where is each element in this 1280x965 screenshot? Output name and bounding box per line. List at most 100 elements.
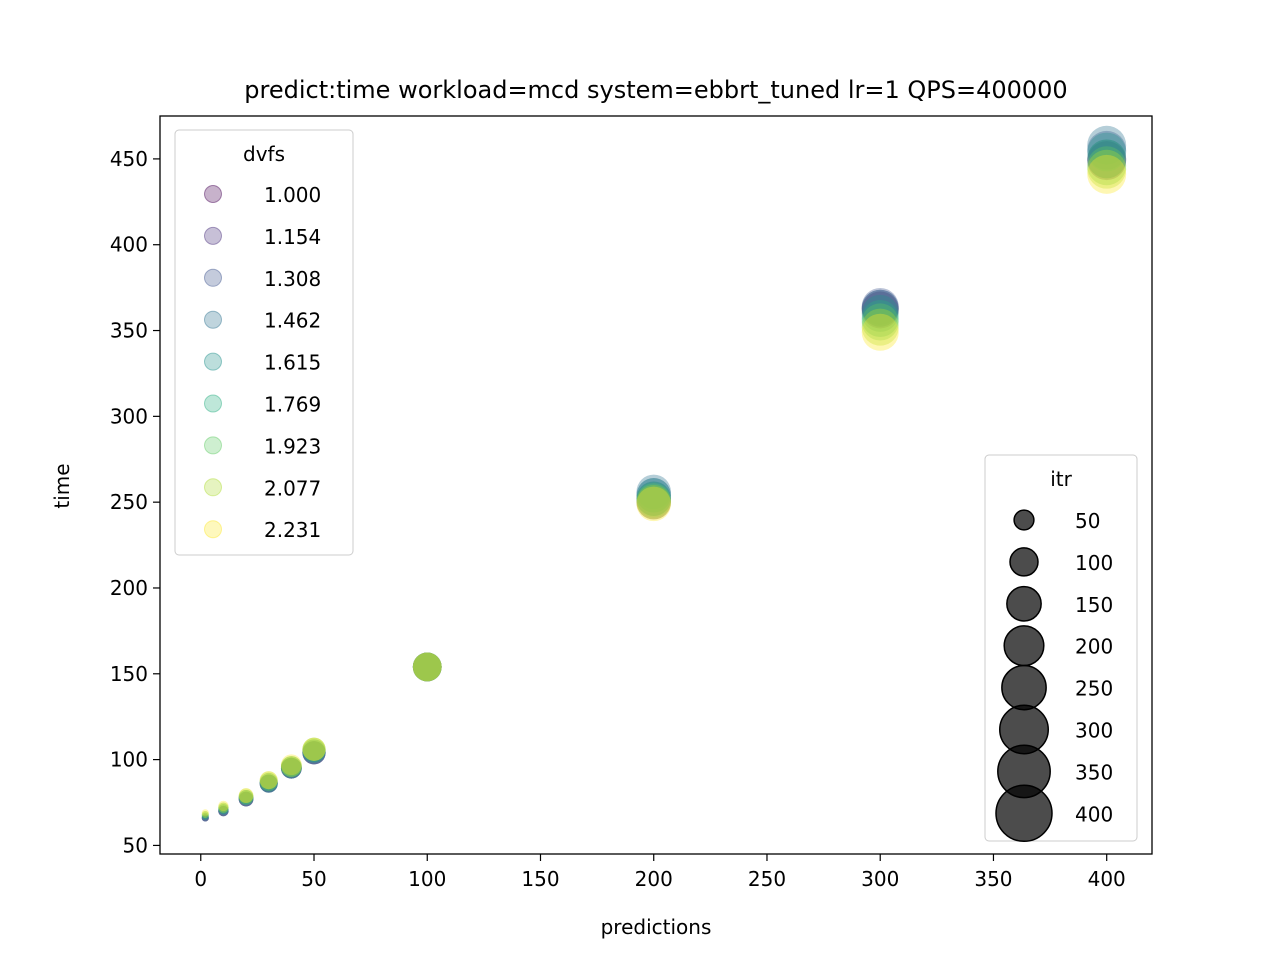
x-tick-label: 100 xyxy=(408,867,446,891)
y-tick-label: 450 xyxy=(110,147,148,171)
data-point xyxy=(238,790,254,805)
itr-legend-label: 350 xyxy=(1075,760,1113,784)
data-point xyxy=(280,756,302,777)
itr-legend-marker xyxy=(1001,664,1047,711)
x-tick-label: 200 xyxy=(635,867,673,891)
data-point xyxy=(259,772,278,791)
x-tick-label: 0 xyxy=(194,867,207,891)
data-point xyxy=(861,303,899,341)
itr-legend-marker xyxy=(1006,585,1042,622)
chart-title: predict:time workload=mcd system=ebbrt_t… xyxy=(244,76,1067,104)
data-point xyxy=(302,737,326,761)
data-point xyxy=(636,484,671,520)
data-point xyxy=(412,652,442,682)
itr-legend-title: itr xyxy=(1050,467,1072,491)
itr-legend-label: 400 xyxy=(1075,802,1113,826)
data-point xyxy=(280,757,302,779)
data-point xyxy=(636,478,671,513)
dvfs-legend-entries: 1.000 1.154 1.308 1.462 1.615 1.769 1.923 2.077… xyxy=(204,183,321,542)
data-point xyxy=(201,814,209,822)
itr-legend-label: 250 xyxy=(1075,677,1113,701)
itr-legend-marker xyxy=(1013,509,1035,531)
data-point xyxy=(280,757,302,779)
data-point xyxy=(302,739,326,763)
dvfs-legend-label: 2.077 xyxy=(264,476,321,500)
data-point xyxy=(238,790,254,805)
dvfs-legend-marker xyxy=(204,226,222,245)
data-point xyxy=(412,652,442,682)
y-tick-label: 200 xyxy=(110,576,148,600)
data-point xyxy=(201,810,209,819)
data-point xyxy=(861,289,899,327)
data-point xyxy=(412,652,442,682)
dvfs-legend-label: 2.231 xyxy=(264,518,321,542)
data-point xyxy=(280,757,302,779)
data-point xyxy=(412,652,442,682)
x-tick-label: 350 xyxy=(974,867,1012,891)
data-point xyxy=(302,737,326,761)
data-point xyxy=(238,791,254,807)
y-tick-label: 250 xyxy=(110,490,148,514)
data-point xyxy=(259,771,278,790)
data-point xyxy=(1087,130,1127,170)
data-point xyxy=(861,313,899,351)
data-point xyxy=(861,300,899,338)
dvfs-legend-label: 1.154 xyxy=(264,225,321,249)
data-point xyxy=(238,791,254,807)
data-point xyxy=(218,804,229,815)
data-point xyxy=(238,791,254,807)
itr-legend-label: 50 xyxy=(1075,509,1100,533)
data-point xyxy=(302,741,326,765)
plot-frame xyxy=(159,115,1153,855)
data-point xyxy=(218,805,229,817)
data-point xyxy=(218,802,229,813)
data-point xyxy=(280,754,302,776)
data-point xyxy=(302,741,326,765)
itr-legend-marker xyxy=(1009,547,1039,577)
data-point xyxy=(201,812,209,820)
data-point xyxy=(861,291,899,329)
x-tick-label: 400 xyxy=(1088,867,1126,891)
data-point xyxy=(636,481,671,516)
data-point xyxy=(218,805,229,817)
data-point xyxy=(218,802,229,813)
y-tick-label: 350 xyxy=(110,319,148,343)
y-axis-ticks: 50 100 150 200 250 300 350 400 450 xyxy=(110,147,160,857)
data-point xyxy=(412,652,442,682)
data-point xyxy=(280,756,302,777)
data-point xyxy=(412,652,442,682)
y-tick-label: 50 xyxy=(123,833,148,857)
data-point xyxy=(201,812,209,820)
itr-legend-label: 100 xyxy=(1075,551,1113,575)
data-point xyxy=(259,774,278,793)
dvfs-legend-label: 1.000 xyxy=(264,183,321,207)
dvfs-legend-marker xyxy=(204,310,222,329)
data-point xyxy=(1087,141,1127,181)
data-point xyxy=(302,741,326,765)
y-tick-label: 300 xyxy=(110,404,148,428)
data-point xyxy=(218,805,229,817)
data-point xyxy=(1087,154,1127,194)
x-tick-label: 150 xyxy=(521,867,559,891)
data-point xyxy=(861,287,899,326)
data-point xyxy=(201,814,209,822)
data-point xyxy=(238,791,254,807)
y-tick-label: 100 xyxy=(110,748,148,772)
data-point xyxy=(1087,146,1127,186)
data-point xyxy=(1087,149,1127,189)
data-point xyxy=(259,774,278,793)
data-point xyxy=(861,289,899,327)
data-point xyxy=(280,757,302,779)
data-point xyxy=(201,810,209,819)
data-point xyxy=(636,474,671,510)
itr-legend-label: 200 xyxy=(1075,635,1113,659)
dvfs-legend-label: 1.769 xyxy=(264,393,321,417)
data-point xyxy=(302,741,326,765)
data-point xyxy=(259,772,278,791)
data-point xyxy=(636,483,671,518)
data-point xyxy=(259,774,278,793)
dvfs-legend-marker xyxy=(204,268,222,287)
dvfs-legend-frame xyxy=(174,129,354,556)
data-point xyxy=(636,478,671,513)
